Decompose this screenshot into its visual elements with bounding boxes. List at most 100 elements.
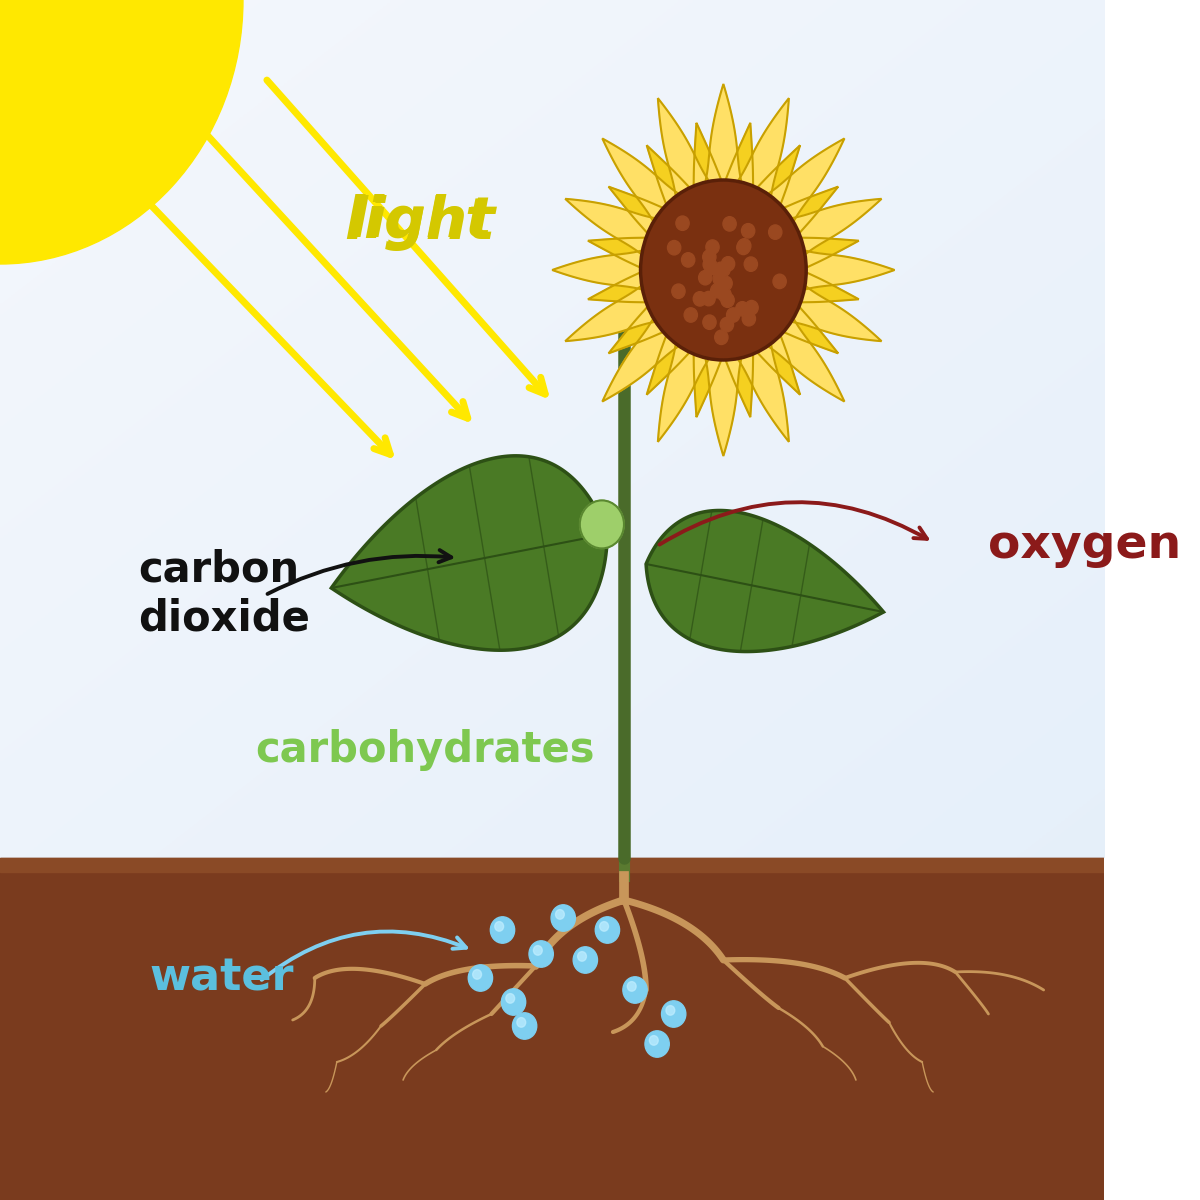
Circle shape	[737, 240, 750, 254]
Bar	[0, 858, 1104, 872]
Circle shape	[672, 284, 685, 299]
Circle shape	[529, 941, 553, 967]
Circle shape	[742, 223, 755, 238]
Circle shape	[628, 982, 636, 991]
Circle shape	[703, 314, 716, 329]
Circle shape	[649, 1036, 659, 1045]
Circle shape	[736, 301, 749, 316]
Circle shape	[506, 994, 515, 1003]
Polygon shape	[602, 318, 679, 402]
Polygon shape	[706, 84, 742, 182]
Polygon shape	[694, 122, 724, 192]
Polygon shape	[694, 348, 724, 418]
Circle shape	[502, 989, 526, 1015]
Circle shape	[726, 308, 740, 323]
Circle shape	[682, 253, 695, 268]
Circle shape	[0, 0, 242, 264]
Circle shape	[676, 216, 689, 230]
Circle shape	[745, 300, 758, 314]
Polygon shape	[565, 286, 655, 341]
Circle shape	[580, 500, 624, 548]
Polygon shape	[778, 187, 838, 238]
Bar	[0, 858, 1104, 1200]
Circle shape	[721, 293, 734, 307]
Circle shape	[473, 970, 481, 979]
Polygon shape	[706, 358, 742, 456]
Circle shape	[574, 947, 598, 973]
Circle shape	[623, 977, 647, 1003]
Circle shape	[720, 317, 733, 331]
Circle shape	[577, 952, 587, 961]
Polygon shape	[647, 145, 694, 211]
Circle shape	[715, 330, 728, 344]
Circle shape	[698, 270, 712, 284]
Circle shape	[661, 1001, 686, 1027]
Polygon shape	[791, 199, 882, 254]
Circle shape	[773, 274, 786, 288]
Polygon shape	[768, 318, 845, 402]
Polygon shape	[565, 199, 655, 254]
Circle shape	[667, 240, 680, 254]
Polygon shape	[804, 251, 894, 289]
Polygon shape	[646, 510, 883, 652]
Text: carbohydrates: carbohydrates	[256, 728, 595, 770]
Circle shape	[703, 257, 716, 271]
Circle shape	[644, 1031, 670, 1057]
Circle shape	[713, 264, 726, 278]
Polygon shape	[768, 138, 845, 222]
Circle shape	[595, 917, 619, 943]
Circle shape	[702, 292, 715, 306]
Circle shape	[744, 257, 757, 271]
Circle shape	[684, 307, 697, 322]
Circle shape	[468, 965, 492, 991]
Polygon shape	[794, 270, 859, 302]
Circle shape	[534, 946, 542, 955]
Text: light: light	[348, 196, 492, 250]
Polygon shape	[552, 251, 642, 289]
Text: light: light	[344, 193, 496, 251]
Polygon shape	[752, 329, 800, 395]
Circle shape	[512, 1013, 536, 1039]
Circle shape	[722, 217, 737, 232]
Polygon shape	[588, 270, 652, 302]
Polygon shape	[724, 348, 754, 418]
Circle shape	[769, 224, 782, 239]
Polygon shape	[658, 98, 709, 197]
Polygon shape	[778, 302, 838, 353]
Circle shape	[721, 257, 734, 271]
Circle shape	[491, 917, 515, 943]
Polygon shape	[647, 329, 694, 395]
Text: carbon
dioxide: carbon dioxide	[138, 548, 310, 640]
Circle shape	[600, 922, 608, 931]
Circle shape	[743, 312, 756, 326]
Text: oxygen: oxygen	[989, 523, 1182, 569]
Polygon shape	[608, 302, 668, 353]
Circle shape	[719, 276, 732, 290]
Circle shape	[703, 250, 716, 264]
Circle shape	[718, 288, 731, 302]
Polygon shape	[588, 238, 652, 270]
Circle shape	[666, 1006, 674, 1015]
Polygon shape	[331, 456, 607, 650]
Polygon shape	[738, 343, 788, 442]
Circle shape	[517, 1018, 526, 1027]
Polygon shape	[608, 187, 668, 238]
Polygon shape	[602, 138, 679, 222]
Circle shape	[710, 283, 724, 298]
Text: water: water	[149, 956, 294, 1000]
Circle shape	[714, 262, 727, 276]
Circle shape	[738, 239, 751, 253]
Circle shape	[641, 180, 806, 360]
Polygon shape	[791, 286, 882, 341]
Circle shape	[713, 271, 726, 286]
Circle shape	[694, 292, 707, 306]
Circle shape	[551, 905, 575, 931]
Polygon shape	[738, 98, 788, 197]
Circle shape	[704, 260, 718, 275]
Circle shape	[556, 910, 564, 919]
Polygon shape	[658, 343, 709, 442]
Polygon shape	[752, 145, 800, 211]
Circle shape	[716, 263, 730, 277]
Circle shape	[494, 922, 504, 931]
Polygon shape	[794, 238, 859, 270]
